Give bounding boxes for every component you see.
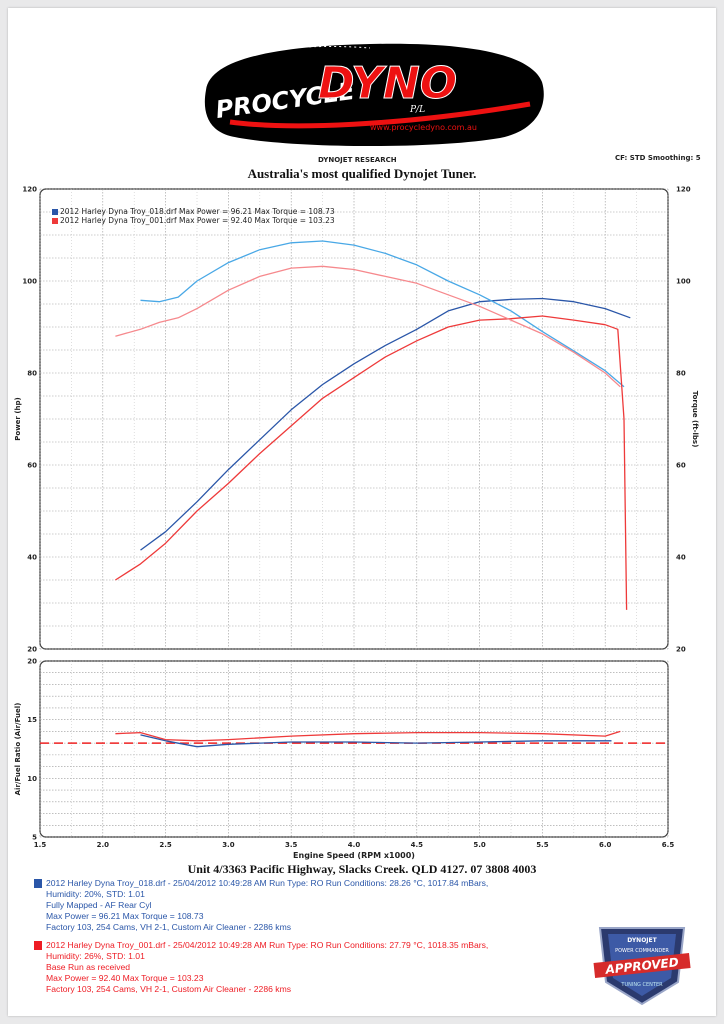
logo-url-text: www.procycledyno.com.au [370, 123, 477, 132]
x-tick-label: 3.5 [285, 841, 298, 849]
run-info-line: 2012 Harley Dyna Troy_001.drf - 25/04/20… [46, 940, 489, 950]
x-tick-label: 1.5 [34, 841, 47, 849]
settings-label: CF: STD Smoothing: 5 [615, 154, 701, 162]
legend-item-run-001: 2012 Harley Dyna Troy_001.drf Max Power … [52, 216, 335, 225]
y2-tick-label: 40 [676, 554, 686, 562]
y-tick-label: 100 [22, 278, 37, 286]
run-color-box [34, 941, 42, 950]
x-tick-label: 6.5 [662, 841, 675, 849]
legend-label: 2012 Harley Dyna Troy_001.drf Max Power … [60, 216, 335, 225]
y2-tick-label: 60 [676, 462, 686, 470]
run-info-line: Humidity: 26%, STD: 1.01 [46, 951, 145, 961]
approved-tuning-center-badge: DYNOJET POWER COMMANDER APPROVED TUNING … [593, 927, 691, 1006]
series-line-troy-018-afr [140, 734, 612, 748]
afr-tick-label: 10 [27, 775, 37, 783]
afr-tick-label: 20 [27, 658, 37, 666]
afr-axis-label: Air/Fuel Ratio (Air/Fuel) [14, 703, 22, 796]
legend-swatch [52, 217, 58, 224]
shop-address: Unit 4/3363 Pacific Highway, Slacks Cree… [187, 862, 537, 876]
y-tick-label: 20 [27, 646, 37, 654]
logo-suffix-text: P/L [409, 105, 425, 115]
x-tick-label: 4.0 [348, 841, 361, 849]
run-info-line: 2012 Harley Dyna Troy_018.drf - 25/04/20… [46, 878, 489, 888]
legend-swatch [52, 208, 58, 215]
afr-tick-label: 5 [32, 834, 37, 842]
run-color-box [34, 879, 42, 888]
y-tick-label: 80 [27, 370, 37, 378]
series-line-troy-018-power [140, 297, 631, 551]
x-tick-label: 6.0 [599, 841, 612, 849]
y-tick-label: 40 [27, 554, 37, 562]
run-info-line: Max Power = 96.21 Max Torque = 108.73 [46, 911, 204, 921]
y2-tick-label: 20 [676, 646, 686, 654]
tagline: Australia's most qualified Dynojet Tuner… [247, 166, 477, 181]
legend-label: 2012 Harley Dyna Troy_018.drf Max Power … [60, 207, 335, 216]
x-tick-label: 5.0 [473, 841, 486, 849]
y-tick-label: 120 [22, 186, 37, 194]
badge-top-text: DYNOJET [627, 937, 657, 944]
logo-secondary-text: DYNO [318, 58, 457, 109]
procycle-dyno-logo: PROCYCLE DYNO P/L www.procycledyno.com.a… [204, 43, 544, 147]
y2-tick-label: 120 [676, 186, 691, 194]
badge-middle-text: POWER COMMANDER [615, 948, 669, 954]
afr-tick-label: 15 [27, 716, 37, 724]
x-tick-label: 2.0 [97, 841, 110, 849]
y2-tick-label: 100 [676, 278, 691, 286]
x-tick-label: 3.0 [222, 841, 235, 849]
x-axis-label: Engine Speed (RPM x1000) [293, 851, 415, 860]
run-info-line: Factory 103, 254 Cams, VH 2-1, Custom Ai… [46, 922, 292, 932]
run-info-001: 2012 Harley Dyna Troy_001.drf - 25/04/20… [34, 940, 488, 995]
y-tick-label: 60 [27, 462, 37, 470]
dynojet-research-label: DYNOJET RESEARCH [318, 156, 397, 164]
series-line-troy-001-afr [115, 730, 621, 742]
series-line-troy-001-power [115, 315, 628, 610]
run-info-line: Fully Mapped - AF Rear Cyl [46, 900, 152, 910]
x-tick-label: 5.5 [536, 841, 549, 849]
run-info-line: Factory 103, 254 Cams, VH 2-1, Custom Ai… [46, 984, 292, 994]
badge-bottom-text: TUNING CENTER [620, 982, 663, 988]
y2-tick-label: 80 [676, 370, 686, 378]
x-tick-label: 2.5 [159, 841, 172, 849]
series-line-troy-018-torque [140, 240, 625, 388]
x-tick-label: 4.5 [411, 841, 424, 849]
y-axis-label: Power (hp) [14, 397, 22, 440]
y2-axis-label: Torque (ft-lbs) [691, 391, 699, 448]
legend-item-run-018: 2012 Harley Dyna Troy_018.drf Max Power … [52, 207, 335, 216]
run-info-line: Max Power = 92.40 Max Torque = 103.23 [46, 973, 204, 983]
run-info-line: Base Run as received [46, 962, 131, 972]
series-line-troy-001-torque [115, 265, 621, 388]
run-info-018: 2012 Harley Dyna Troy_018.drf - 25/04/20… [34, 878, 488, 933]
run-info-line: Humidity: 20%, STD: 1.01 [46, 889, 145, 899]
chart-legend: 2012 Harley Dyna Troy_018.drf Max Power … [52, 207, 335, 225]
